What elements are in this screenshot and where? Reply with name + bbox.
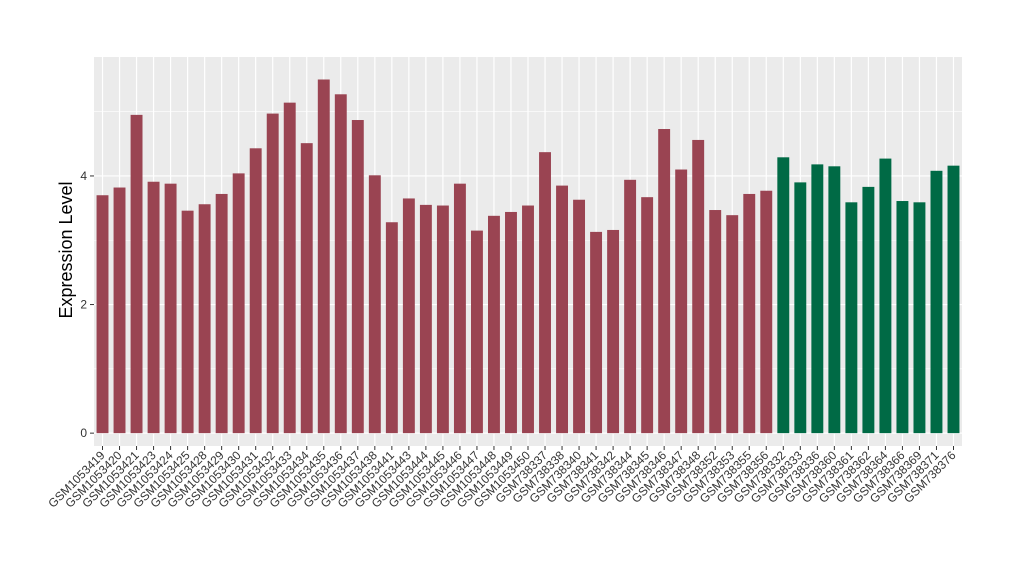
bar <box>675 169 688 434</box>
bar <box>351 120 364 434</box>
bar <box>726 215 739 434</box>
bar <box>283 102 296 434</box>
bar <box>590 231 603 434</box>
bar <box>470 230 483 434</box>
bar <box>181 210 194 434</box>
bar <box>556 185 568 434</box>
bar <box>794 182 807 434</box>
bar <box>658 129 671 434</box>
bar <box>215 193 228 434</box>
bar <box>573 199 586 434</box>
bar <box>164 183 177 434</box>
y-axis-title: Expression Level <box>56 181 76 318</box>
y-tick-label: 0 <box>80 426 87 440</box>
bar <box>317 79 330 434</box>
bar <box>385 222 398 434</box>
bar <box>811 164 824 434</box>
bar <box>607 229 620 434</box>
bar <box>96 195 109 434</box>
bar <box>147 181 160 434</box>
bar <box>266 113 279 434</box>
bar <box>419 204 432 434</box>
bar <box>930 170 943 434</box>
bar <box>947 165 960 434</box>
bar <box>641 197 654 434</box>
bar <box>334 94 347 434</box>
y-tick-label: 4 <box>80 169 87 183</box>
y-axis: 0 2 4 <box>80 169 94 440</box>
bar <box>777 157 790 434</box>
bar <box>692 139 705 434</box>
bar <box>709 210 722 434</box>
bar <box>862 186 875 434</box>
bar <box>743 193 756 434</box>
bar <box>624 179 637 434</box>
y-tick-label: 2 <box>80 298 87 312</box>
bar <box>130 114 143 434</box>
bar <box>113 187 126 434</box>
bar <box>488 215 500 434</box>
bar <box>879 158 892 434</box>
bar <box>368 175 381 434</box>
bar <box>522 205 534 434</box>
bar <box>913 202 926 434</box>
bar <box>828 166 841 434</box>
bar <box>453 183 466 434</box>
bar <box>896 201 909 434</box>
bar <box>436 205 449 434</box>
bar <box>539 152 551 434</box>
x-axis: GSM1053419GSM1053420GSM1053421GSM1053423… <box>45 446 959 510</box>
bar <box>198 204 211 434</box>
bar <box>232 173 245 434</box>
bar <box>845 202 858 434</box>
bar <box>249 148 262 434</box>
bar <box>505 211 517 434</box>
bar <box>760 190 773 434</box>
bars <box>96 79 960 434</box>
bar <box>300 143 313 434</box>
bar <box>402 198 415 434</box>
